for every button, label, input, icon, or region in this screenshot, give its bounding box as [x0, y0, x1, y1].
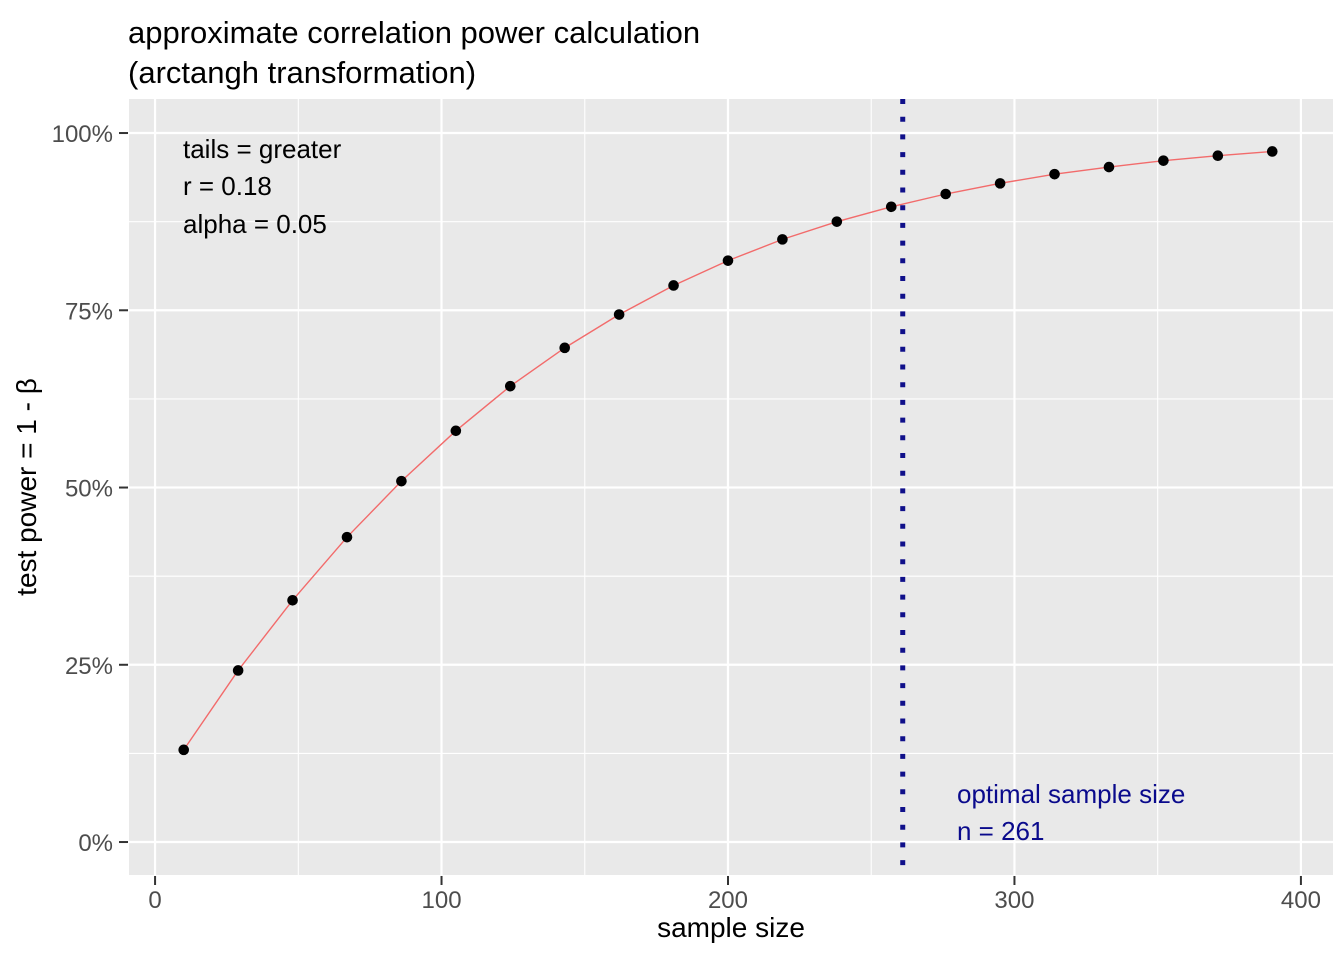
- data-point: [559, 342, 571, 354]
- data-point: [232, 665, 244, 676]
- data-point: [1049, 168, 1060, 180]
- chart-title-line2: (arctangh transformation): [128, 55, 476, 90]
- y-tick-label: 75%: [65, 298, 113, 325]
- y-tick-label: 100%: [52, 121, 113, 148]
- data-point: [722, 255, 734, 266]
- data-point: [613, 309, 625, 320]
- x-axis-title: sample size: [657, 912, 805, 943]
- data-point: [1103, 161, 1115, 173]
- data-point: [1158, 155, 1169, 166]
- data-point: [504, 380, 516, 392]
- data-point: [668, 280, 679, 291]
- data-point: [885, 201, 897, 213]
- axis-tick-marks: [119, 132, 1302, 885]
- x-tick-label: 200: [708, 887, 748, 914]
- data-point: [831, 216, 843, 227]
- data-point: [396, 475, 407, 487]
- x-tick-label: 400: [1281, 887, 1321, 914]
- annotation-alpha: alpha = 0.05: [183, 209, 327, 239]
- chart-title-line1: approximate correlation power calculatio…: [128, 15, 700, 50]
- data-point: [287, 594, 298, 606]
- data-point: [1212, 150, 1224, 162]
- data-point: [450, 425, 462, 437]
- x-tick-label: 100: [422, 887, 462, 914]
- major-gridlines: [129, 99, 1333, 875]
- data-point: [341, 531, 353, 543]
- annotation-optimal-label: optimal sample size: [957, 779, 1185, 809]
- data-point: [994, 178, 1006, 189]
- y-tick-label: 0%: [78, 830, 113, 857]
- y-tick-label: 50%: [65, 476, 113, 503]
- data-point: [178, 744, 190, 756]
- annotation-tails: tails = greater: [183, 134, 342, 164]
- data-point: [777, 234, 788, 245]
- x-tick-label: 300: [994, 887, 1034, 914]
- y-axis-tick-labels: 0% 25% 50% 75% 100%: [52, 121, 113, 857]
- y-axis-title: test power = 1 - β: [11, 378, 42, 596]
- annotation-r: r = 0.18: [183, 171, 272, 201]
- annotation-optimal-value: n = 261: [957, 816, 1044, 846]
- y-tick-label: 25%: [65, 653, 113, 680]
- data-point: [1266, 146, 1278, 157]
- x-axis-tick-labels: 0 100 200 300 400: [148, 887, 1321, 914]
- power-data-points: [178, 146, 1278, 756]
- data-point: [940, 188, 952, 200]
- x-tick-label: 0: [148, 887, 161, 914]
